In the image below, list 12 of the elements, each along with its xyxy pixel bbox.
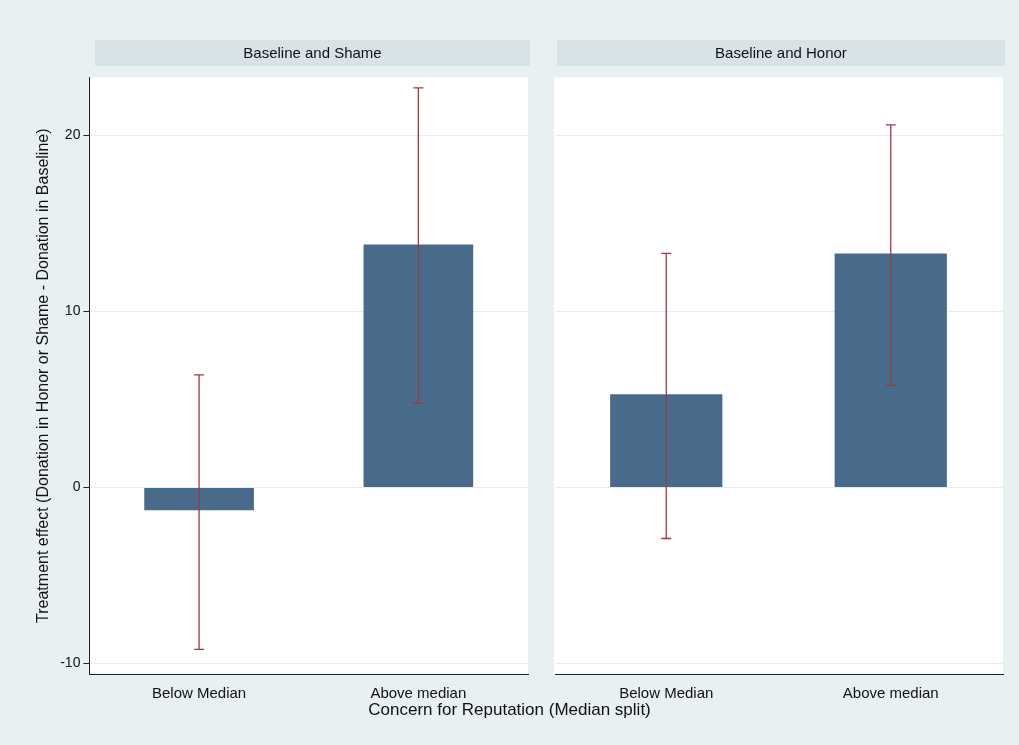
chart-title: Baseline and Shame xyxy=(95,40,530,66)
x-tick-label: Below Median xyxy=(151,684,247,702)
y-tick-label: 10 xyxy=(64,302,81,319)
x-tick-label: Above median xyxy=(842,684,939,702)
x-tick-label: Above median xyxy=(370,684,467,702)
chart-title: Baseline and Honor xyxy=(557,40,1005,66)
x-axis-title: Concern for Reputation (Median split) xyxy=(367,700,652,720)
y-tick-label: 0 xyxy=(72,478,81,495)
x-tick-label: Below Median xyxy=(619,684,714,702)
y-tick-label: -10 xyxy=(60,654,81,671)
y-axis-title: Treatment effect (Donation in Honor or Shame - Donation in Baseline) xyxy=(34,128,52,623)
y-tick-label: 20 xyxy=(64,126,81,143)
